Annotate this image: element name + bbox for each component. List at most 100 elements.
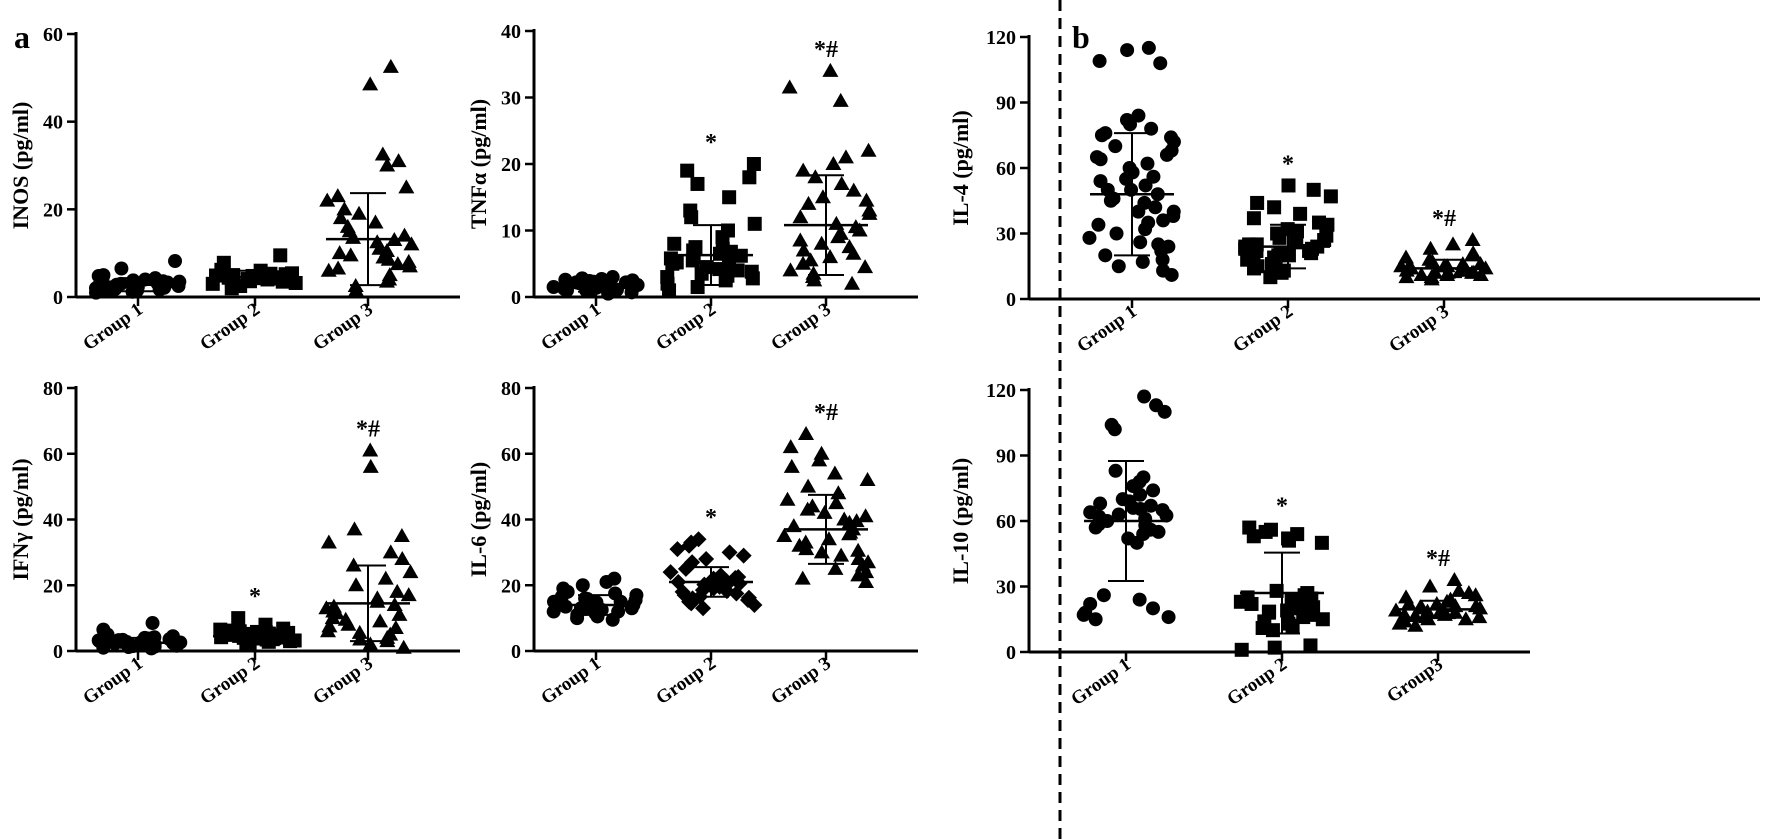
x-tick-label: Group 2 <box>196 653 264 709</box>
data-point <box>859 472 876 487</box>
y-tick-label: 30 <box>996 224 1016 246</box>
data-point <box>1397 249 1414 264</box>
data-point <box>395 639 412 654</box>
data-point <box>1267 640 1282 655</box>
data-point <box>1444 236 1461 251</box>
data-point <box>367 214 384 229</box>
data-point <box>372 613 389 628</box>
data-point <box>1407 607 1424 622</box>
data-point <box>330 260 347 275</box>
data-point <box>1083 596 1098 611</box>
data-point <box>172 274 187 289</box>
y-tick-label: 20 <box>501 154 521 176</box>
x-tick-label: Group 2 <box>1223 654 1291 710</box>
data-point <box>336 201 353 216</box>
x-tick-label: Group 3 <box>1385 301 1453 357</box>
data-point <box>683 203 698 218</box>
data-point <box>860 142 877 157</box>
y-tick-label: 80 <box>43 378 63 400</box>
data-point <box>557 282 572 297</box>
data-point <box>848 513 865 528</box>
significance-marker: *# <box>1432 206 1456 232</box>
data-point <box>389 583 406 598</box>
data-point <box>1472 256 1489 271</box>
chart-ifng: 0 20 40 60 80 IFNγ (pg/ml) Group 1 Group 2 Group… <box>8 378 460 709</box>
data-point <box>1312 215 1327 230</box>
data-point <box>722 190 737 205</box>
x-tick-label: Group 2 <box>652 299 720 355</box>
y-tick-label: 60 <box>996 158 1016 180</box>
data-point <box>1263 270 1278 285</box>
data-point <box>91 268 106 283</box>
data-point <box>169 638 184 653</box>
data-point <box>1281 616 1296 631</box>
data-point <box>1422 240 1439 255</box>
data-point <box>1140 156 1155 171</box>
data-point <box>575 578 590 593</box>
data-point <box>1407 617 1424 632</box>
data-point <box>688 240 703 255</box>
y-tick-label: 60 <box>996 511 1016 533</box>
data-point <box>1161 610 1176 625</box>
significance-marker: *# <box>814 37 838 63</box>
y-tick-label: 80 <box>501 378 521 400</box>
data-point <box>362 76 379 91</box>
data-point <box>1166 204 1181 219</box>
data-point <box>858 192 875 207</box>
significance-marker: *# <box>814 400 838 426</box>
data-point <box>1323 189 1338 204</box>
data-point <box>225 627 240 642</box>
data-point <box>1111 259 1126 274</box>
y-axis-label: IL-4 (pg/ml) <box>948 110 973 226</box>
data-point <box>374 146 391 161</box>
y-tick-label: 0 <box>53 641 63 663</box>
significance-marker: *# <box>1426 546 1450 572</box>
data-point <box>833 547 850 562</box>
data-point <box>1293 206 1308 221</box>
data-point <box>1303 638 1318 653</box>
data-point <box>721 544 738 561</box>
charts: 0 20 40 60 INOS (pg/ml) Group 1 Group 2 Group 3… <box>8 21 1760 710</box>
data-point <box>820 531 837 546</box>
data-point <box>1262 604 1277 619</box>
y-tick-label: 30 <box>996 577 1016 599</box>
data-point <box>379 157 396 172</box>
data-point <box>273 248 288 263</box>
data-point <box>393 527 410 542</box>
significance-marker: *# <box>356 416 380 442</box>
data-point <box>216 255 231 270</box>
y-axis-label: IL-6 (pg/ml) <box>466 462 491 578</box>
data-point <box>89 285 104 300</box>
data-point <box>1109 226 1124 241</box>
data-point <box>231 611 246 626</box>
significance-marker: * <box>705 505 717 531</box>
data-point <box>1120 43 1135 58</box>
data-point <box>400 587 417 602</box>
data-point <box>816 504 833 519</box>
data-point <box>792 232 809 247</box>
significance-marker: * <box>705 130 717 156</box>
data-point <box>833 175 850 190</box>
data-point <box>1315 612 1330 627</box>
y-tick-label: 40 <box>43 510 63 532</box>
data-point <box>1427 264 1444 279</box>
chart-tnfa: 0 10 20 30 40 TNFα (pg/ml) Group 1 Group 2 Group… <box>466 21 918 355</box>
data-point <box>1153 56 1168 71</box>
data-point <box>1442 591 1459 606</box>
data-point <box>1098 248 1113 263</box>
data-point <box>403 236 420 251</box>
data-point <box>1088 612 1103 627</box>
chart-il10: 0 30 60 90 120 IL-10 (pg/ml) Group 1 Group 2 Gro… <box>948 380 1530 710</box>
data-point <box>625 273 640 288</box>
x-tick-label: Group 3 <box>767 653 835 709</box>
data-point <box>1131 108 1146 123</box>
data-point <box>607 571 622 586</box>
data-point <box>1269 583 1284 598</box>
y-tick-label: 60 <box>43 444 63 466</box>
data-point <box>342 247 359 262</box>
data-point <box>1092 54 1107 69</box>
y-tick-label: 60 <box>43 24 63 46</box>
data-point <box>1083 505 1098 520</box>
y-axis-label: IFNγ (pg/ml) <box>8 458 33 580</box>
